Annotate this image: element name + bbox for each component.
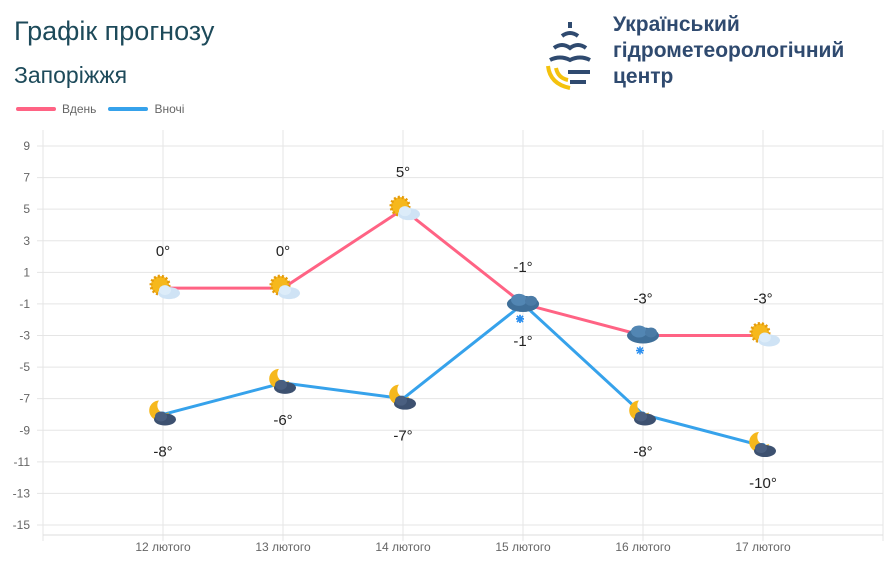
- sun-cloud-icon: [389, 195, 420, 221]
- y-tick-label: 7: [23, 171, 30, 185]
- organization-name: Український гідрометеорологічний центр: [613, 12, 844, 90]
- y-tick-label: -13: [13, 486, 31, 500]
- moon-cloud-icon: [629, 400, 656, 426]
- y-tick-label: -9: [19, 423, 30, 437]
- x-tick-label: 17 лютого: [735, 540, 791, 554]
- sun-cloud-icon: [749, 322, 780, 347]
- data-label: -1°: [513, 259, 532, 276]
- x-tick-label: 14 лютого: [375, 540, 431, 554]
- data-label: -10°: [749, 475, 777, 492]
- data-label: -8°: [153, 443, 172, 460]
- data-label: -8°: [633, 443, 652, 460]
- city-name: Запоріжжя: [14, 62, 128, 88]
- data-label: 0°: [156, 243, 170, 260]
- moon-cloud-icon: [389, 384, 416, 410]
- sun-cloud-icon: [269, 274, 300, 300]
- y-tick-label: -7: [19, 392, 30, 406]
- y-tick-label: -15: [13, 518, 31, 532]
- legend-night-label[interactable]: Вночі: [154, 102, 185, 116]
- y-tick-label: -3: [19, 329, 30, 343]
- y-tick-label: 1: [23, 265, 30, 279]
- snow-cloud-icon: [627, 325, 659, 355]
- moon-cloud-icon: [149, 400, 176, 426]
- series-line-night: [162, 301, 764, 448]
- legend-day-label[interactable]: Вдень: [62, 102, 97, 116]
- y-tick-label: -1: [19, 297, 30, 311]
- moon-cloud-icon: [269, 368, 296, 394]
- data-label: -6°: [273, 412, 292, 429]
- ugmc-logo-icon: [546, 22, 591, 90]
- org-line: Український: [613, 13, 740, 36]
- data-label: -1°: [513, 333, 532, 350]
- sun-cloud-icon: [149, 274, 180, 300]
- snow-cloud-icon: [507, 293, 539, 323]
- moon-cloud-icon: [749, 432, 776, 458]
- y-tick-label: -5: [19, 360, 30, 374]
- series-line-day: [163, 207, 763, 337]
- y-tick-label: 9: [23, 139, 30, 153]
- y-tick-label: 3: [23, 234, 30, 248]
- page-title: Графік прогнозу: [14, 16, 215, 46]
- chart-legend: Вдень Вночі: [16, 102, 184, 116]
- data-label: -7°: [393, 428, 412, 445]
- data-label: -3°: [633, 291, 652, 308]
- org-line: центр: [613, 65, 674, 88]
- x-tick-label: 16 лютого: [615, 540, 671, 554]
- data-label: 5°: [396, 164, 410, 181]
- y-tick-label: -11: [14, 455, 31, 469]
- x-tick-label: 13 лютого: [255, 540, 311, 554]
- org-line: гідрометеорологічний: [613, 39, 845, 62]
- legend-day-swatch[interactable]: [16, 107, 56, 111]
- data-label: -3°: [753, 291, 772, 308]
- x-tick-label: 15 лютого: [495, 540, 551, 554]
- x-tick-label: 12 лютого: [135, 540, 191, 554]
- legend-night-swatch[interactable]: [108, 107, 149, 111]
- y-tick-label: 5: [23, 202, 30, 216]
- data-label: 0°: [276, 243, 290, 260]
